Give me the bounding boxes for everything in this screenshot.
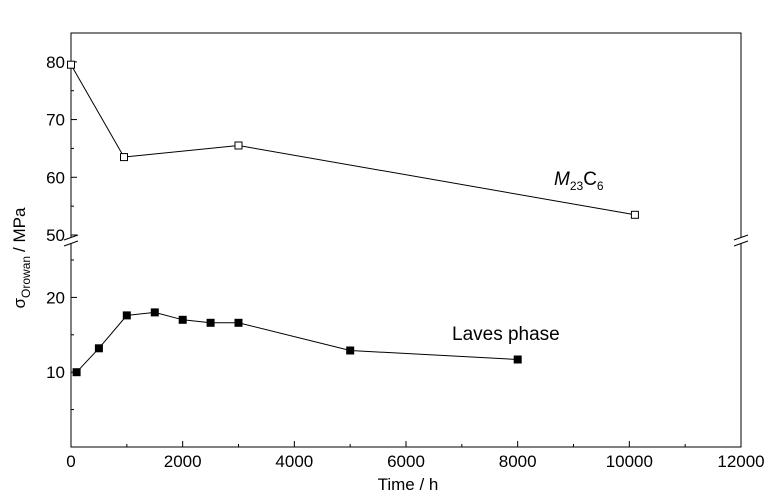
x-tick-label-12000: 12000 (717, 452, 764, 471)
data-point-laves-phase-7 (346, 346, 355, 355)
m23c6-label-m: M (554, 169, 570, 190)
y-axis-title: σOrowan / MPa (10, 207, 33, 308)
axis-ticks (70, 32, 742, 447)
m23c6-label-sub1: 23 (570, 179, 584, 193)
y-tick-label-60: 60 (46, 168, 65, 187)
x-tick-label-2000: 2000 (164, 452, 202, 471)
axis-break (63, 234, 749, 247)
x-tick-label-0: 0 (66, 452, 75, 471)
series-label-m23c6: M23C6 (554, 169, 604, 193)
y-tick-label-10: 10 (46, 363, 65, 382)
svg-text:σOrowan/ MPa: σOrowan / MPa (10, 207, 33, 308)
data-point-m23c6-2 (234, 141, 243, 150)
axis-break-gap-right (733, 238, 749, 244)
y-axis-symbol: σ (10, 297, 29, 308)
x-tick-label-4000: 4000 (275, 452, 313, 471)
y-axis-subscript: Orowan (19, 256, 33, 298)
data-point-laves-phase-1 (94, 344, 103, 353)
axis-break-mark-left-2 (63, 240, 79, 247)
m23c6-label-c: C (583, 169, 597, 190)
data-point-laves-phase-6 (234, 318, 243, 327)
data-point-laves-phase-8 (513, 355, 522, 364)
data-point-laves-phase-2 (122, 311, 131, 320)
y-axis-unit: / MPa (10, 207, 29, 252)
y-tick-label-50: 50 (46, 226, 65, 245)
series-line-m23c6 (70, 64, 635, 216)
y-tick-label-20: 20 (46, 288, 65, 307)
axis-break-mark-left-1 (63, 234, 79, 241)
axis-break-gap-left (63, 238, 79, 244)
data-point-laves-phase-0 (72, 368, 81, 377)
plot-frame (70, 32, 742, 448)
series-label-laves: Laves phase (452, 324, 560, 345)
data-point-laves-phase-3 (150, 308, 159, 317)
data-point-m23c6-0 (67, 60, 75, 69)
x-tick-label-6000: 6000 (387, 452, 425, 471)
data-point-m23c6-3 (630, 210, 639, 219)
data-point-m23c6-1 (120, 153, 128, 162)
y-tick-label-70: 70 (46, 111, 65, 130)
data-point-laves-phase-4 (178, 315, 187, 324)
axis-break-mark-right-1 (733, 234, 749, 241)
y-tick-label-80: 80 (46, 53, 65, 72)
m23c6-label-sub2: 6 (597, 179, 604, 193)
x-tick-label-8000: 8000 (499, 452, 537, 471)
data-point-laves-phase-5 (206, 318, 215, 327)
tick-labels: 0 2000 4000 6000 8000 10000 12000 50 60 70 80 10 20 (46, 53, 765, 471)
axis-break-mark-right-2 (733, 240, 749, 247)
series-markers (67, 60, 639, 377)
x-axis-title: Time / h (378, 475, 439, 494)
x-tick-label-10000: 10000 (606, 452, 653, 471)
